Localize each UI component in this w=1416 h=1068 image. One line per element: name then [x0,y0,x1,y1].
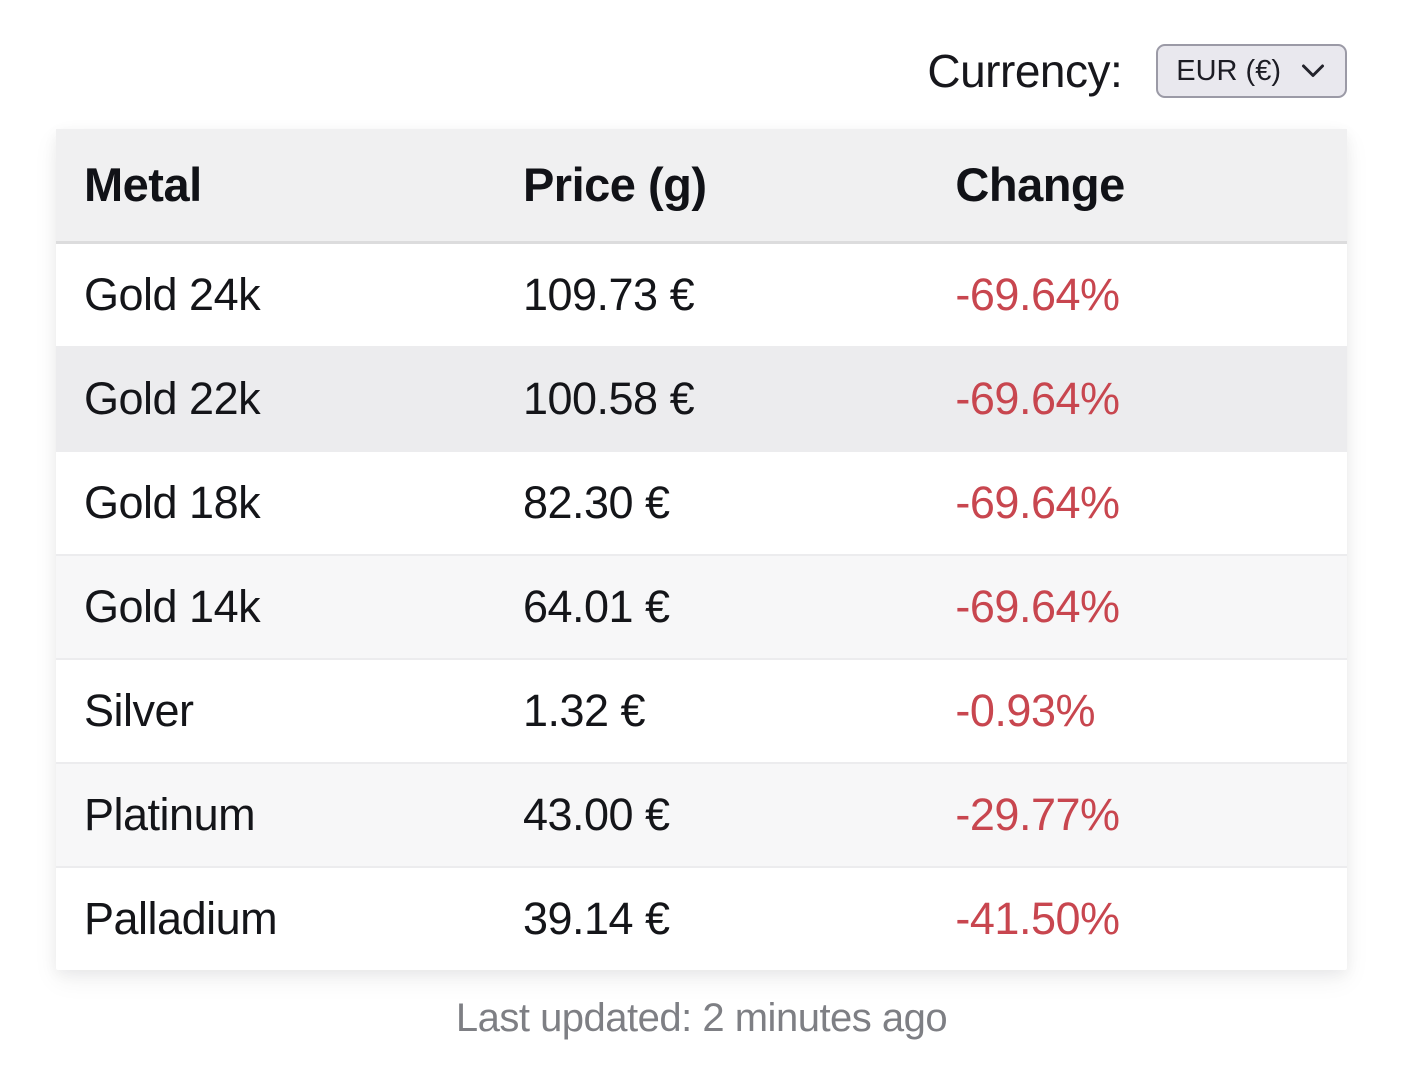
price-cell: 100.58 € [522,373,695,424]
change-cell: -29.77% [955,789,1120,840]
table-header-row: Metal Price (g) Change [56,129,1347,244]
table-row: Gold 24k 109.73 € -69.64% [56,244,1347,346]
metal-cell: Gold 14k [84,581,261,632]
metal-cell: Palladium [84,893,278,944]
table-row: Gold 18k 82.30 € -69.64% [56,450,1347,554]
currency-selected-value: EUR (€) [1176,54,1281,87]
change-cell: -0.93% [955,685,1096,736]
metal-cell: Platinum [84,789,256,840]
metal-cell: Gold 24k [84,269,261,320]
table-row: Gold 14k 64.01 € -69.64% [56,554,1347,658]
price-cell: 109.73 € [522,269,695,320]
price-cell: 82.30 € [522,477,670,528]
currency-bar: Currency: EUR (€) [56,44,1347,98]
change-cell: -69.64% [955,269,1120,320]
table-row: Silver 1.32 € -0.93% [56,658,1347,762]
metal-cell: Silver [84,685,194,736]
price-cell: 43.00 € [522,789,670,840]
table-row: Palladium 39.14 € -41.50% [56,866,1347,970]
change-cell: -69.64% [955,373,1120,424]
table-row: Platinum 43.00 € -29.77% [56,762,1347,866]
metal-cell: Gold 18k [84,477,261,528]
change-cell: -69.64% [955,581,1120,632]
currency-select[interactable]: EUR (€) [1156,44,1347,98]
currency-label: Currency: [927,45,1123,97]
price-cell: 39.14 € [522,893,670,944]
chevron-down-icon [1301,63,1325,79]
table-body: Gold 24k 109.73 € -69.64% Gold 22k 100.5… [56,244,1347,970]
metal-prices-table: Metal Price (g) Change Gold 24k 109.73 €… [56,129,1347,970]
column-header-price: Price (g) [522,158,707,211]
table-row: Gold 22k 100.58 € -69.64% [56,346,1347,450]
metal-prices-page: Currency: EUR (€) Metal Price (g) Change… [0,44,1416,1068]
change-cell: -41.50% [955,893,1120,944]
price-cell: 1.32 € [522,685,646,736]
last-updated-text: Last updated: 2 minutes ago [455,996,948,1040]
metal-cell: Gold 22k [84,373,261,424]
column-header-change: Change [955,158,1125,211]
column-header-metal: Metal [84,158,202,211]
price-cell: 64.01 € [522,581,670,632]
change-cell: -69.64% [955,477,1120,528]
